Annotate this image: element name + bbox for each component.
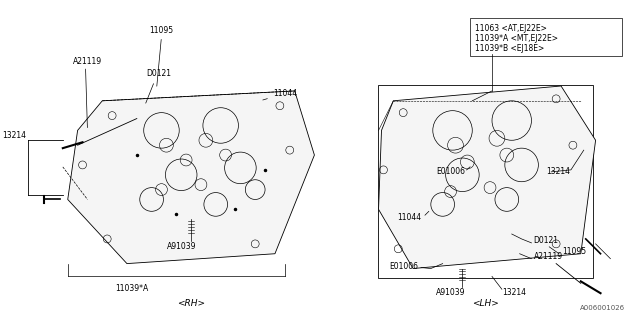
Text: D0121: D0121 — [534, 236, 559, 245]
Text: A21119: A21119 — [534, 252, 563, 261]
Text: A21119: A21119 — [73, 57, 102, 66]
Text: D0121: D0121 — [147, 69, 172, 78]
Text: E01006: E01006 — [436, 167, 465, 176]
Polygon shape — [68, 91, 314, 264]
Text: 11044: 11044 — [273, 89, 297, 98]
Text: 11039*A: 11039*A — [115, 284, 148, 293]
Text: 11063 <AT,EJ22E>: 11063 <AT,EJ22E> — [476, 24, 547, 33]
Text: 13214: 13214 — [547, 167, 570, 176]
Text: A91039: A91039 — [166, 242, 196, 251]
Text: <LH>: <LH> — [472, 299, 499, 308]
Polygon shape — [378, 86, 596, 268]
Text: A91039: A91039 — [436, 288, 465, 297]
Text: A006001026: A006001026 — [580, 305, 625, 311]
Bar — [378, 85, 593, 278]
Text: 11095: 11095 — [562, 247, 586, 256]
Text: <RH>: <RH> — [177, 299, 205, 308]
Text: 11039*A <MT,EJ22E>: 11039*A <MT,EJ22E> — [476, 34, 558, 43]
Text: 13214: 13214 — [3, 131, 26, 140]
Text: 13214: 13214 — [502, 288, 526, 297]
Text: 11095: 11095 — [149, 26, 173, 35]
Text: 11044: 11044 — [397, 213, 421, 222]
Text: E01006: E01006 — [389, 262, 418, 271]
Text: 11039*B <EJ18E>: 11039*B <EJ18E> — [476, 44, 545, 52]
